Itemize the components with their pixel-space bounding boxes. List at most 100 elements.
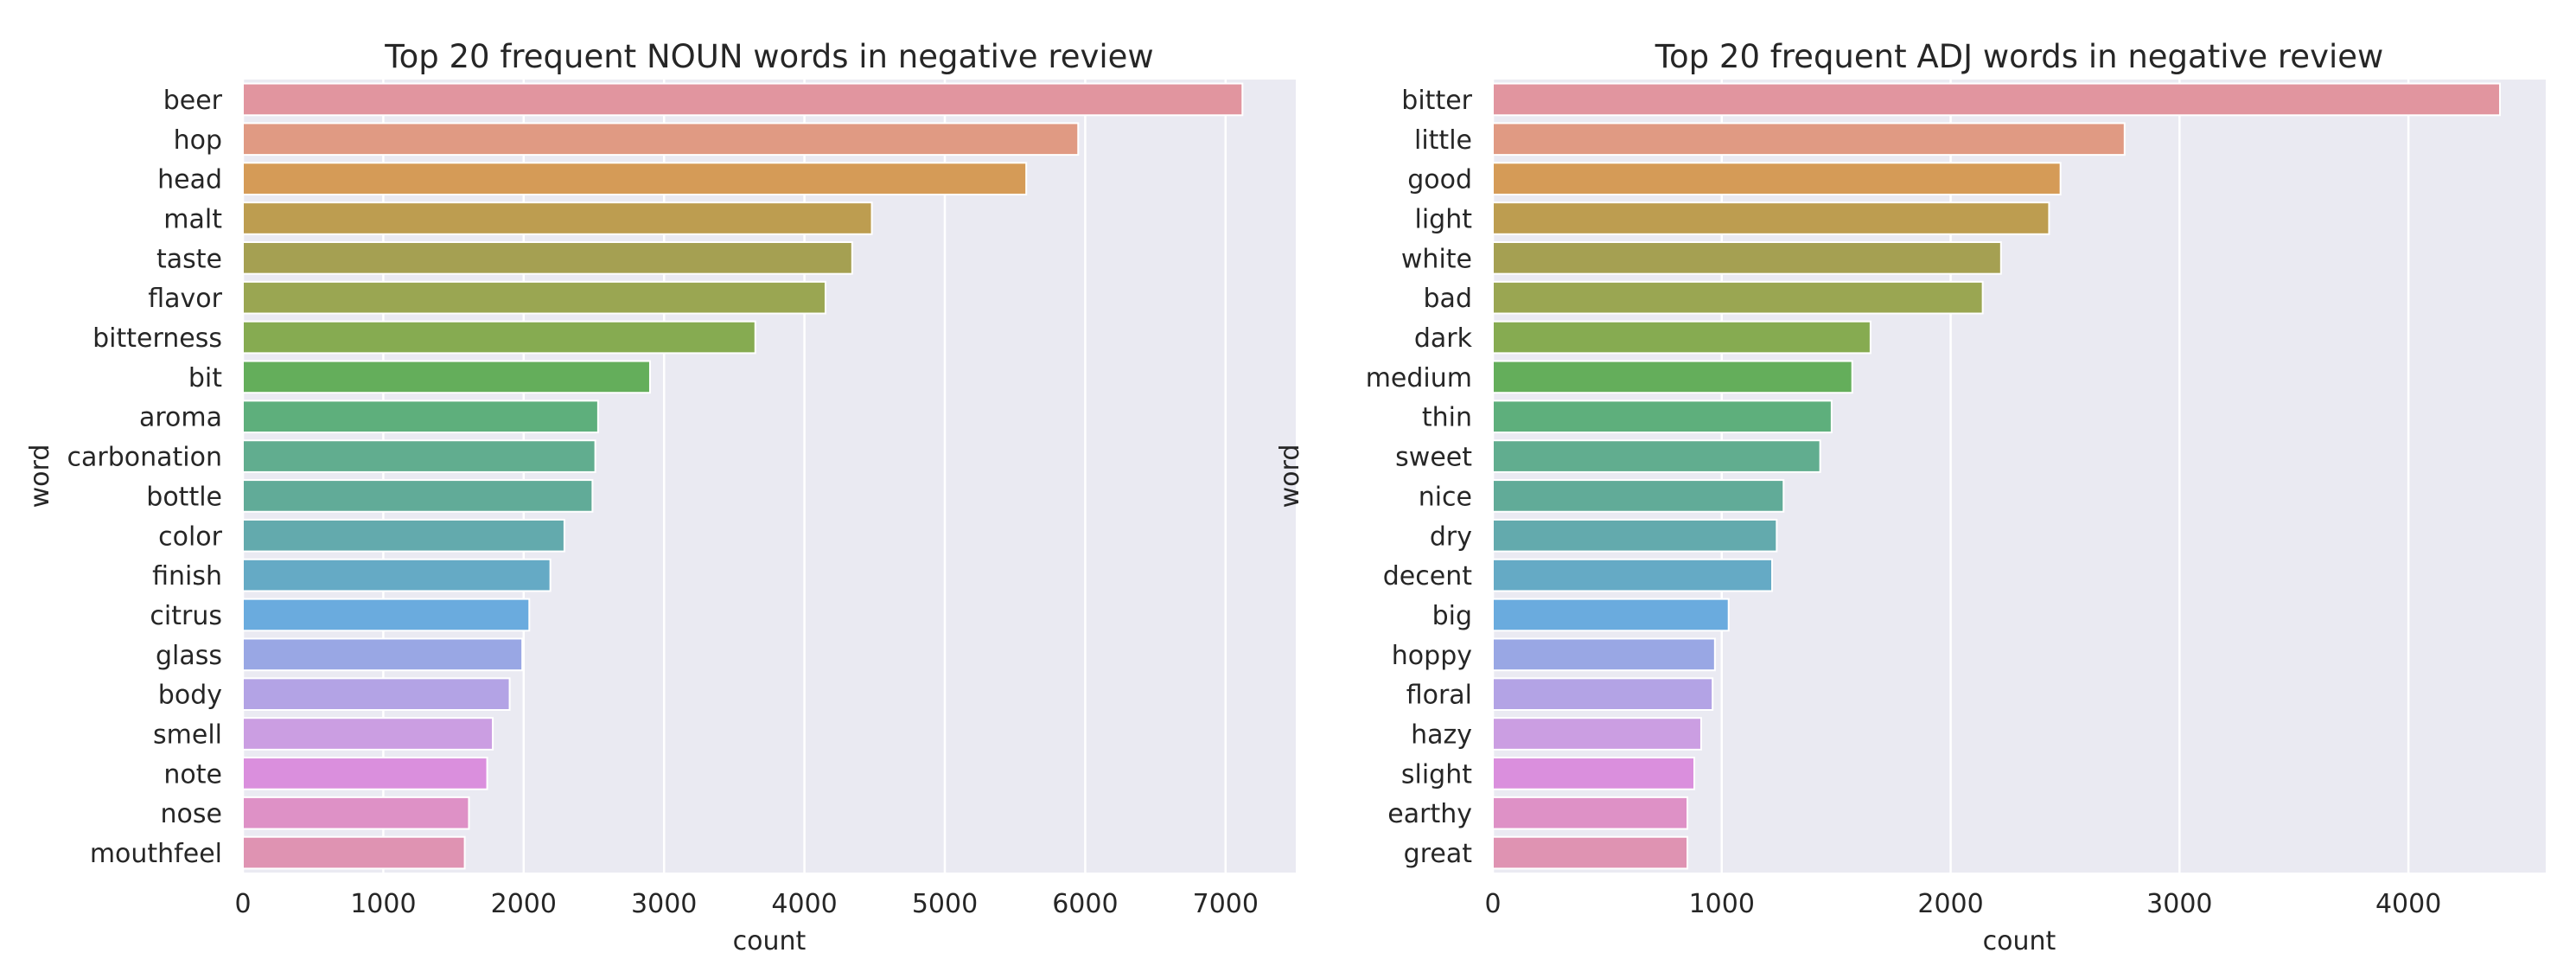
noun-bar-taste (242, 240, 853, 275)
noun-bar-head (242, 162, 1028, 195)
adj-y-tick-label: hazy (1411, 720, 1472, 751)
noun-bar-bitterness (242, 320, 756, 355)
noun-chart-panel: beer hop head malt taste flavor bitterness bit a… (25, 38, 1296, 956)
noun-y-tick-label: beer (163, 86, 223, 116)
adj-x-axis-label: count (1983, 926, 2056, 956)
adj-y-tick-labels: bitter little good light white bad dark medium t… (1366, 86, 1473, 869)
adj-y-tick-label: sweet (1395, 443, 1472, 473)
adj-bar-slight (1492, 757, 1696, 790)
noun-y-tick-label: mouthfeel (90, 839, 222, 869)
adj-y-tick-label: bad (1424, 284, 1472, 314)
noun-y-axis-label: word (25, 444, 55, 508)
adj-bar-nice (1492, 479, 1785, 513)
noun-bar-hop (242, 122, 1080, 157)
noun-y-tick-label: aroma (139, 403, 222, 433)
adj-bars (1492, 82, 2502, 870)
noun-y-tick-label: citrus (150, 601, 222, 631)
noun-bar-nose (242, 796, 470, 830)
noun-plot-area (243, 80, 1296, 873)
adj-bar-bitter (1492, 82, 2502, 117)
noun-x-tick-label: 2000 (491, 889, 557, 919)
noun-bar-finish (242, 558, 552, 592)
adj-y-tick-label: floral (1406, 681, 1472, 711)
noun-bar-bottle (242, 479, 594, 513)
noun-bar-body (242, 677, 511, 712)
adj-y-tick-label: dark (1414, 323, 1473, 354)
adj-x-tick-label: 0 (1484, 889, 1501, 919)
adj-bar-dry (1492, 518, 1778, 553)
adj-x-tick-label: 4000 (2375, 889, 2441, 919)
adj-y-tick-label: nice (1419, 482, 1472, 512)
adj-bar-little (1492, 122, 2126, 157)
noun-y-tick-label: smell (153, 720, 222, 751)
noun-y-tick-label: bit (188, 363, 222, 393)
adj-bar-hoppy (1492, 637, 1716, 672)
adj-x-tick-labels: 0 1000 2000 3000 4000 (1484, 889, 2441, 919)
noun-y-tick-label: note (163, 759, 222, 790)
adj-chart-title: Top 20 frequent ADJ words in negative re… (1655, 38, 2384, 75)
noun-bar-bit (242, 360, 651, 394)
noun-bar-color (242, 518, 565, 553)
noun-bars (242, 82, 1244, 870)
adj-bar-white (1492, 240, 2002, 275)
adj-y-tick-label: good (1407, 165, 1472, 195)
adj-x-tick-label: 1000 (1689, 889, 1755, 919)
noun-y-tick-labels: beer hop head malt taste flavor bitterness bit a… (67, 86, 223, 869)
adj-bar-medium (1492, 360, 1853, 394)
noun-y-tick-label: malt (163, 204, 222, 234)
noun-bar-note (242, 757, 488, 790)
adj-y-tick-label: dry (1430, 521, 1472, 552)
noun-y-tick-label: nose (161, 799, 222, 829)
noun-x-tick-label: 5000 (912, 889, 978, 919)
adj-bar-great (1492, 835, 1689, 870)
noun-y-tick-label: carbonation (67, 443, 222, 473)
noun-y-tick-label: finish (152, 561, 222, 592)
adj-chart-panel: bitter little good light white bad dark medium t… (1275, 38, 2546, 956)
adj-bar-good (1492, 162, 2062, 195)
noun-bar-mouthfeel (242, 835, 466, 870)
noun-x-tick-labels: 0 1000 2000 3000 4000 5000 6000 7000 (234, 889, 1259, 919)
adj-y-tick-label: decent (1383, 561, 1472, 592)
adj-x-tick-label: 2000 (1917, 889, 1983, 919)
adj-bar-bad (1492, 280, 1984, 315)
noun-bar-malt (242, 201, 873, 235)
noun-x-tick-label: 0 (234, 889, 251, 919)
noun-y-tick-label: head (157, 165, 222, 195)
noun-bar-beer (242, 82, 1244, 117)
noun-y-tick-label: hop (174, 125, 222, 156)
noun-bar-glass (242, 637, 524, 672)
adj-y-tick-label: hoppy (1392, 641, 1472, 671)
noun-bar-smell (242, 717, 494, 751)
adj-bar-sweet (1492, 439, 1821, 473)
noun-bar-carbonation (242, 439, 596, 473)
adj-bar-light (1492, 201, 2050, 235)
adj-y-tick-label: bitter (1401, 86, 1472, 116)
adj-y-tick-label: little (1414, 125, 1472, 156)
noun-y-tick-label: glass (156, 641, 222, 671)
noun-y-tick-label: bitterness (92, 323, 222, 354)
adj-bar-floral (1492, 677, 1714, 712)
adj-x-tick-label: 3000 (2146, 889, 2212, 919)
noun-y-tick-label: flavor (148, 284, 222, 314)
adj-bar-big (1492, 598, 1730, 632)
adj-y-tick-label: big (1432, 601, 1472, 631)
noun-bar-citrus (242, 598, 531, 632)
noun-x-tick-label: 1000 (350, 889, 416, 919)
noun-x-tick-label: 7000 (1193, 889, 1259, 919)
adj-bar-earthy (1492, 796, 1689, 830)
adj-y-tick-label: medium (1366, 363, 1472, 393)
adj-y-tick-label: great (1404, 839, 1473, 869)
noun-x-axis-label: count (733, 926, 807, 956)
noun-y-tick-label: color (158, 521, 223, 552)
adj-bar-dark (1492, 320, 1871, 355)
noun-x-tick-label: 4000 (771, 889, 837, 919)
adj-y-tick-label: white (1401, 244, 1472, 274)
adj-y-tick-label: earthy (1387, 799, 1472, 829)
noun-bar-aroma (242, 400, 599, 434)
adj-y-tick-label: slight (1401, 759, 1472, 790)
noun-y-tick-label: body (158, 681, 222, 711)
noun-y-tick-label: taste (156, 244, 222, 274)
noun-bar-flavor (242, 280, 826, 315)
noun-x-tick-label: 6000 (1052, 889, 1118, 919)
adj-y-tick-label: thin (1422, 403, 1472, 433)
